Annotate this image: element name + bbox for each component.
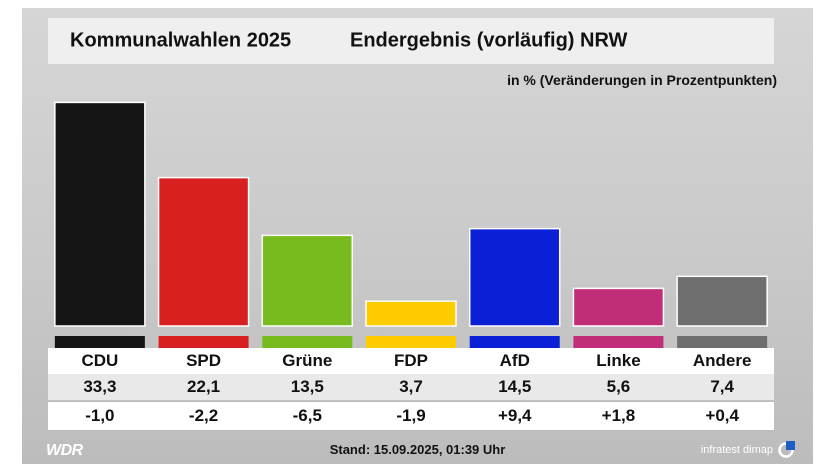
strip-cdu	[54, 336, 145, 348]
strip-linke	[573, 336, 664, 348]
party-name-linke: Linke	[596, 351, 641, 370]
bar-grüne	[261, 234, 354, 327]
bar-cdu	[54, 101, 146, 327]
bar-afd	[468, 227, 561, 327]
wdr-logo: WDR	[46, 442, 83, 459]
title-bar: Kommunalwahlen 2025 Endergebnis (vorläuf…	[48, 18, 774, 64]
change-label-cdu: -1,0	[85, 406, 115, 425]
change-label-grüne: -6,5	[292, 406, 322, 425]
chart-frame: Kommunalwahlen 2025 Endergebnis (vorläuf…	[22, 8, 813, 464]
infratest-logo-icon	[778, 441, 795, 458]
party-name-grüne: Grüne	[282, 351, 333, 370]
source-label: infratest dimap	[700, 444, 773, 456]
party-name-afd: AfD	[499, 351, 530, 370]
percent-row: 33,3 22,1 13,5 3,7 14,5 5,6 7,4	[48, 374, 774, 400]
change-label-spd: -2,2	[188, 406, 219, 425]
value-label-spd: 22,1	[187, 377, 221, 396]
bar-chart	[54, 101, 768, 327]
change-label-andere: +0,4	[705, 406, 739, 425]
bar-spd	[157, 176, 250, 327]
change-row: -1,0 -2,2 -6,5 -1,9 +9,4 +1,8 +0,4	[48, 402, 774, 430]
strip-grüne	[262, 336, 353, 348]
value-label-afd: 14,5	[498, 377, 532, 396]
party-color-strip	[54, 336, 768, 348]
party-name-fdp: FDP	[394, 351, 429, 370]
strip-spd	[158, 336, 249, 348]
party-name-spd: SPD	[186, 351, 222, 370]
result-title: Endergebnis (vorläufig) NRW	[350, 29, 628, 52]
party-name-cdu: CDU	[81, 351, 119, 370]
strip-fdp	[366, 336, 456, 348]
party-name-row: CDU SPD Grüne FDP AfD Linke Andere	[48, 348, 774, 374]
bar-andere	[676, 275, 768, 327]
timestamp: Stand: 15.09.2025, 01:39 Uhr	[329, 442, 506, 457]
value-label-grüne: 13,5	[290, 377, 324, 396]
value-label-fdp: 3,7	[399, 377, 423, 396]
strip-andere	[677, 336, 768, 348]
value-label-cdu: 33,3	[83, 377, 117, 396]
value-label-linke: 5,6	[606, 377, 631, 396]
strip-afd	[469, 336, 560, 348]
election-title: Kommunalwahlen 2025	[70, 29, 292, 52]
change-label-fdp: -1,9	[396, 406, 426, 425]
unit-note: in % (Veränderungen in Prozentpunkten)	[507, 72, 777, 88]
change-label-afd: +9,4	[497, 406, 532, 425]
footer: WDR Stand: 15.09.2025, 01:39 Uhr infrate…	[22, 436, 813, 464]
change-label-linke: +1,8	[601, 406, 636, 425]
bar-linke	[572, 287, 665, 327]
value-label-andere: 7,4	[710, 377, 734, 396]
bar-fdp	[365, 300, 457, 327]
party-name-andere: Andere	[692, 351, 752, 370]
